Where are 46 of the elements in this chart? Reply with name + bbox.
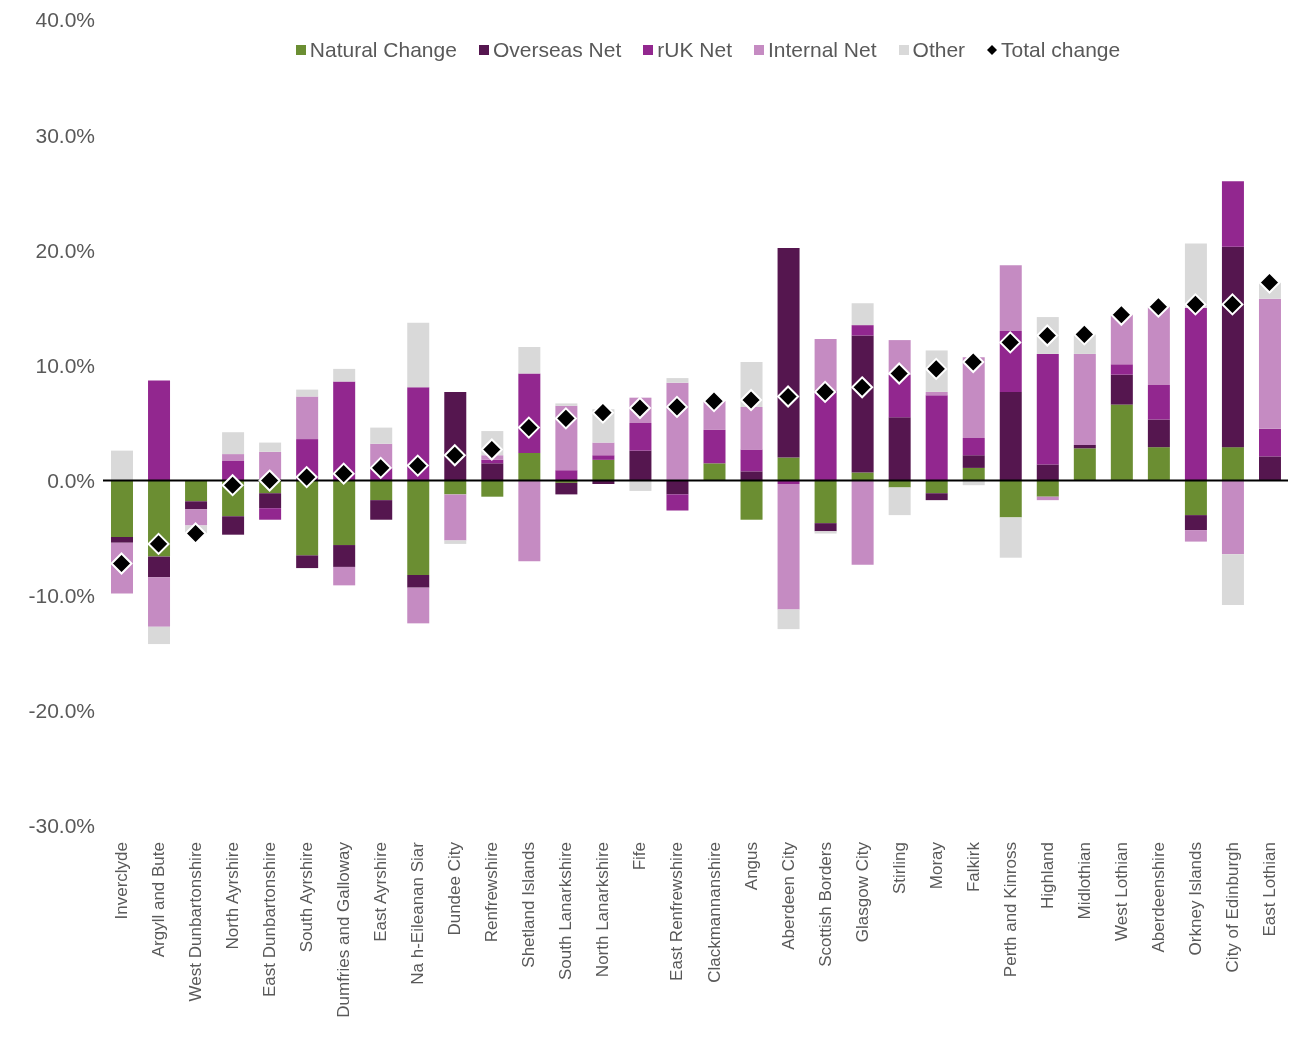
- x-tick-label: South Ayrshire: [297, 842, 317, 953]
- legend-label: rUK Net: [657, 38, 732, 62]
- y-tick-label: 0.0%: [47, 469, 95, 493]
- y-tick-label: -30.0%: [28, 814, 95, 838]
- x-tick-label: Dundee City: [445, 841, 465, 936]
- x-tick-label: Glasgow City: [852, 841, 872, 943]
- y-tick-label: 30.0%: [35, 123, 95, 147]
- x-tick-label: North Ayrshire: [223, 842, 243, 950]
- x-tick-label: Clackmannanshire: [704, 842, 724, 983]
- x-tick-label: West Lothian: [1111, 842, 1131, 941]
- x-tick-label: Midlothian: [1074, 842, 1094, 920]
- x-tick-label: Moray: [926, 841, 946, 890]
- x-tick-label: Aberdeenshire: [1148, 842, 1168, 953]
- legend-label: Total change: [1001, 38, 1121, 62]
- y-tick-label: 10.0%: [35, 353, 95, 377]
- x-tick-label: Highland: [1037, 842, 1057, 910]
- x-tick-label: Angus: [741, 842, 761, 891]
- y-tick-label: 20.0%: [35, 238, 95, 262]
- x-tick-label: Falkirk: [963, 841, 983, 893]
- x-tick-label: Orkney Islands: [1185, 842, 1205, 956]
- x-tick-label: Dumfries and Galloway: [334, 841, 354, 1018]
- x-tick-label: East Dunbartonshire: [260, 842, 280, 997]
- x-tick-label: Na h-Eileanan Siar: [408, 841, 428, 985]
- x-tick-label: Argyll and Bute: [149, 842, 169, 958]
- x-tick-label: Shetland Islands: [519, 842, 539, 968]
- legend-label: Internal Net: [767, 38, 877, 62]
- x-tick-label: Fife: [630, 842, 650, 871]
- x-tick-label: North Lanarkshire: [593, 842, 613, 978]
- x-tick-label: South Lanarkshire: [556, 842, 576, 980]
- y-tick-label: 40.0%: [35, 8, 95, 32]
- legend-label: Other: [912, 38, 966, 62]
- x-tick-label: East Lothian: [1259, 842, 1279, 937]
- x-tick-label: West Dunbartonshire: [186, 842, 206, 1002]
- x-tick-label: Stirling: [889, 842, 909, 894]
- x-tick-label: East Ayrshire: [371, 842, 391, 942]
- y-tick-label: -10.0%: [28, 584, 95, 608]
- x-tick-label: Renfrewshire: [482, 842, 502, 943]
- x-tick-label: Aberdeen City: [778, 841, 798, 950]
- x-tick-label: Perth and Kinross: [1000, 842, 1020, 978]
- x-tick-label: Scottish Borders: [815, 842, 835, 967]
- x-tick-label: City of Edinburgh: [1222, 842, 1242, 973]
- legend-label: Overseas Net: [492, 38, 622, 62]
- x-tick-label: Inverclyde: [112, 842, 132, 920]
- y-tick-label: -20.0%: [28, 699, 95, 723]
- x-tick-label: East Renfrewshire: [667, 842, 687, 981]
- legend-label: Natural Change: [309, 38, 457, 62]
